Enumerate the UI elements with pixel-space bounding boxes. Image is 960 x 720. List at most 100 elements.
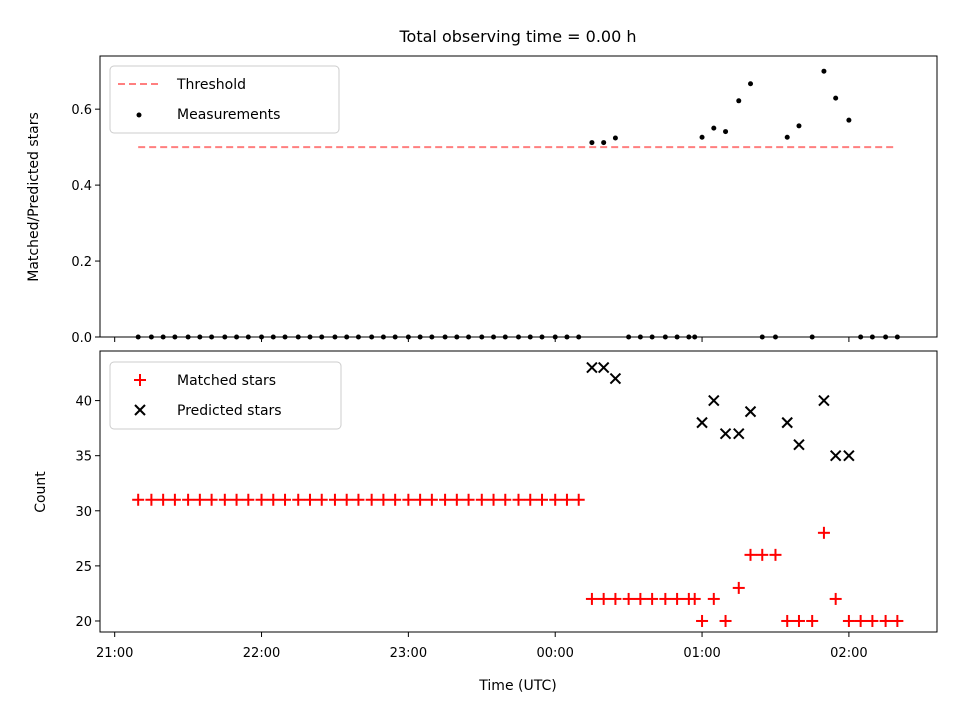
matched-star-marker (145, 493, 158, 506)
predicted-star-marker (733, 427, 745, 440)
measurement-point (197, 334, 203, 340)
matched-star-marker (132, 493, 145, 506)
matched-star-marker (267, 493, 280, 506)
measurement-point (135, 334, 141, 340)
matched-star-marker (279, 493, 292, 506)
matched-star-marker (719, 614, 732, 627)
predicted-legend-swatch (134, 404, 146, 416)
measurements-legend-swatch (136, 112, 142, 118)
measurement-point (637, 334, 643, 340)
bottom-y-axis-label: Count (33, 471, 49, 513)
bottom-legend-box (109, 361, 342, 430)
y-tick-label: 0.6 (71, 103, 92, 118)
matched-star-marker (756, 548, 769, 561)
measurement-point (612, 135, 618, 141)
matched-star-marker (659, 592, 672, 605)
measurement-point (355, 334, 361, 340)
measurement-point (502, 334, 508, 340)
top-legend-box (109, 65, 340, 134)
measurement-point (491, 334, 497, 340)
matched-star-marker (168, 493, 181, 506)
measurement-point (552, 334, 558, 340)
measurement-point (344, 334, 350, 340)
matched-star-marker (744, 548, 757, 561)
measurement-point (759, 334, 765, 340)
y-tick-label: 0.4 (71, 179, 92, 194)
matched-star-marker (781, 614, 794, 627)
x-tick-label: 23:00 (390, 646, 427, 661)
measurement-point (405, 334, 411, 340)
measurement-point (332, 334, 338, 340)
measurement-point (858, 334, 864, 340)
matched-star-marker (157, 493, 170, 506)
matched-star-marker (688, 592, 701, 605)
y-tick-label: 25 (75, 560, 92, 575)
x-tick-label: 22:00 (243, 646, 280, 661)
matched-star-marker (854, 614, 867, 627)
matched-star-marker (182, 493, 195, 506)
bottom-legend: Matched stars Predicted stars (109, 361, 342, 430)
predicted-star-marker (829, 449, 842, 462)
matched-star-marker (255, 493, 268, 506)
x-tick-label: 02:00 (830, 646, 867, 661)
measurement-point (479, 334, 485, 340)
measurement-point (796, 123, 802, 129)
measurement-point (527, 334, 533, 340)
top-y-axis-label: Matched/Predicted stars (26, 112, 42, 282)
matched-star-marker (389, 493, 402, 506)
y-tick-label: 40 (75, 395, 92, 410)
measurement-point (369, 334, 375, 340)
y-tick-label: 0.0 (71, 331, 92, 346)
measurement-point (736, 98, 742, 104)
axes-frame (99, 350, 938, 633)
measurement-point (894, 334, 900, 340)
measurement-point (172, 334, 178, 340)
matched-star-marker (425, 493, 438, 506)
matched-star-marker (792, 614, 805, 627)
matched-star-marker (450, 493, 463, 506)
measurement-point (576, 334, 582, 340)
matched-star-marker (609, 592, 622, 605)
measurement-point (185, 334, 191, 340)
matched-star-marker (817, 526, 830, 539)
measurement-point (649, 334, 655, 340)
matched-star-marker (560, 493, 573, 506)
measurement-point (295, 334, 301, 340)
matched-star-marker (597, 592, 610, 605)
measurement-point (699, 134, 705, 140)
measurement-point (589, 140, 595, 146)
matched-star-marker (866, 614, 879, 627)
matched-star-marker (377, 493, 390, 506)
predicted-star-marker (793, 438, 805, 451)
measurement-point (417, 334, 423, 340)
measurement-point (692, 334, 698, 340)
matched-star-marker (646, 592, 659, 605)
top-legend: Threshold Measurements (109, 65, 340, 134)
measurement-point (429, 334, 435, 340)
matched-legend-label: Matched stars (177, 373, 276, 389)
measurement-point (626, 334, 632, 340)
matched-star-marker (585, 592, 598, 605)
measurement-point (259, 334, 265, 340)
matched-star-marker (879, 614, 892, 627)
measurement-point (307, 334, 313, 340)
matched-star-marker (549, 493, 562, 506)
matched-star-marker (671, 592, 684, 605)
top-axes: 0.0 0.2 0.4 0.6 (71, 55, 938, 346)
measurement-point (392, 334, 398, 340)
matched-star-marker (829, 592, 842, 605)
matched-star-marker (365, 493, 378, 506)
y-tick-label: 0.2 (71, 255, 92, 270)
measurement-point (686, 334, 692, 340)
matched-star-marker (806, 614, 819, 627)
predicted-star-marker (597, 361, 610, 374)
matched-star-marker (842, 614, 855, 627)
measurement-point (319, 334, 325, 340)
predicted-star-marker (586, 361, 598, 374)
predicted-star-marker (696, 416, 708, 429)
predicted-star-marker (843, 449, 855, 462)
measurement-point (442, 334, 448, 340)
matched-star-marker (292, 493, 305, 506)
chart-title: Total observing time = 0.00 h (398, 27, 636, 46)
